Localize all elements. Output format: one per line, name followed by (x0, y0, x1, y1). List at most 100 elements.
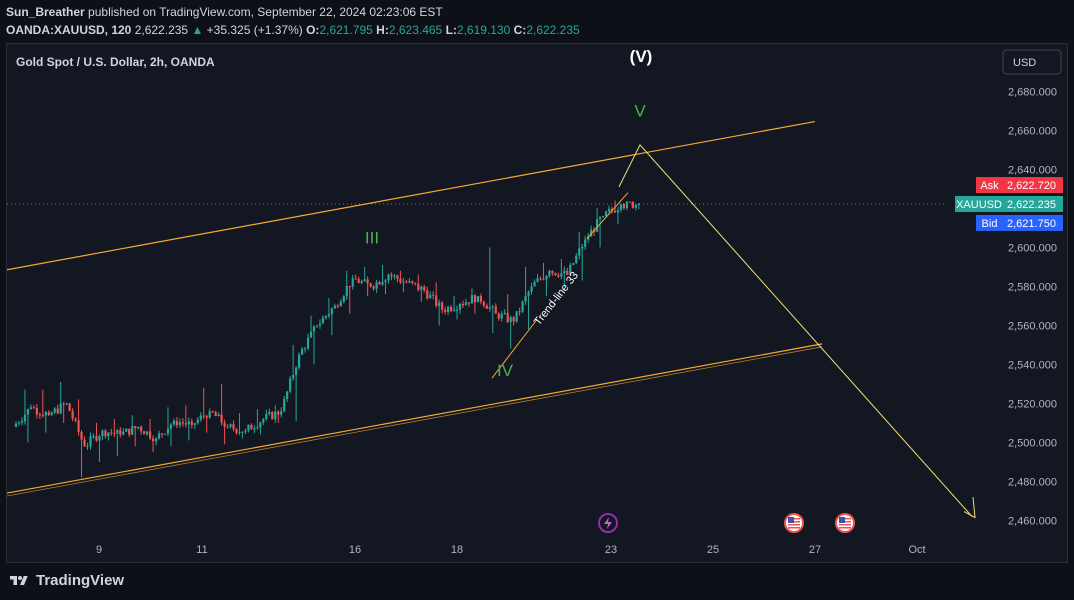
flag-stripe (839, 524, 851, 526)
candle-body (345, 285, 348, 297)
candle-body (202, 415, 205, 417)
candle-body (146, 431, 149, 435)
footer-brand[interactable]: TradingView (36, 572, 125, 589)
us-flag-icon[interactable] (784, 513, 804, 533)
candle-body (521, 301, 524, 312)
author-name[interactable]: Sun_Breather (6, 5, 85, 19)
candle-body (607, 208, 611, 212)
candle-body (604, 211, 608, 217)
candle-body (584, 239, 587, 247)
candle-body (414, 282, 417, 284)
change-up-icon: ▲ (191, 23, 204, 37)
price-tag-label: XAUUSD (956, 199, 1002, 211)
candle-body (223, 422, 226, 427)
price-tag-label-bg (955, 195, 1003, 212)
candle-body (292, 375, 295, 379)
candle-body (438, 302, 441, 306)
candle-body (113, 433, 116, 435)
candle-body (101, 430, 104, 437)
chart-panel[interactable]: Gold Spot / U.S. Dollar, 2h, OANDA USD 2,6… (6, 43, 1068, 563)
candle-body (128, 428, 131, 435)
publish-text: published on TradingView.com, September … (88, 5, 443, 19)
candle-body (98, 436, 101, 441)
candle-body (625, 201, 628, 209)
candle-body (208, 411, 211, 418)
candle-body (637, 203, 640, 206)
x-tick-label: 9 (96, 544, 102, 556)
candle-body (634, 205, 637, 208)
candle-body (447, 306, 450, 312)
candle-body (393, 275, 396, 277)
price-label-ask: Ask 2,622.720 (976, 177, 1063, 194)
candle-body (265, 413, 268, 419)
candle-body (104, 430, 107, 437)
candle-body (283, 398, 286, 412)
candle-body (32, 407, 35, 409)
price-tag-value-bg (1003, 177, 1063, 194)
candle-body (62, 403, 65, 405)
candle-body (518, 311, 521, 313)
candle-body (327, 314, 330, 316)
lightning-ring (598, 513, 618, 533)
candle-body (503, 312, 506, 314)
candle-body (330, 308, 333, 315)
candle-body (229, 424, 232, 427)
trendline-lower-short (491, 319, 538, 379)
open-value: 2,621.795 (319, 23, 373, 37)
lightning-icon[interactable] (598, 513, 618, 533)
close-label: C: (513, 23, 527, 37)
candle-body (286, 391, 289, 399)
candle-body (545, 275, 548, 280)
candle-body (485, 305, 488, 309)
symbol-label: OANDA:XAUUSD, 120 (6, 23, 132, 37)
candle-body (575, 255, 578, 264)
projection-arrowhead-icon (963, 496, 976, 519)
candle-body (309, 331, 313, 338)
price-tag-value: 2,622.235 (1007, 199, 1056, 211)
candle-body (360, 281, 363, 284)
candle-body (50, 412, 53, 416)
candle-body (399, 278, 402, 283)
candle-body (86, 445, 89, 447)
candle-body (53, 408, 56, 413)
candle-body (449, 306, 453, 311)
y-tick-label: 2,520.000 (1008, 398, 1057, 410)
candle-body (160, 433, 164, 435)
y-tick-label: 2,580.000 (1008, 281, 1057, 293)
candle-body (500, 313, 503, 319)
candle-body (226, 426, 229, 428)
candle-body (587, 236, 590, 240)
candle-body (110, 432, 113, 434)
candle-body (71, 411, 74, 419)
candle-body (193, 423, 196, 425)
candle-body (357, 279, 360, 284)
candle-body (29, 407, 32, 409)
candle-body (312, 326, 316, 332)
candle-body (458, 303, 462, 310)
candle-body (387, 274, 390, 281)
currency-button[interactable]: USD (1002, 49, 1062, 75)
candle-body (470, 295, 474, 304)
candle-body (116, 430, 119, 434)
price-chart[interactable]: Gold Spot / U.S. Dollar, 2h, OANDA USD 2,6… (7, 44, 1067, 562)
open-label: O: (306, 23, 320, 37)
candle-body (41, 414, 44, 416)
candle-body (280, 411, 283, 415)
candle-body (572, 263, 575, 265)
candle-body (509, 317, 512, 323)
candle-body (402, 281, 405, 283)
candle-body (497, 313, 500, 319)
y-tick-label: 2,500.000 (1008, 437, 1057, 449)
candle-body (405, 281, 408, 283)
candle-body (169, 424, 173, 429)
candle-body (455, 309, 459, 311)
channel-upper-line (7, 120, 816, 271)
candle-body (616, 209, 620, 213)
candle-body (318, 323, 322, 326)
candle-body (610, 208, 614, 211)
us-flag-icon[interactable] (835, 513, 855, 533)
candle-body (342, 296, 345, 302)
candle-body (47, 412, 50, 416)
candle-body (35, 407, 38, 415)
x-tick-label: 11 (196, 544, 207, 556)
